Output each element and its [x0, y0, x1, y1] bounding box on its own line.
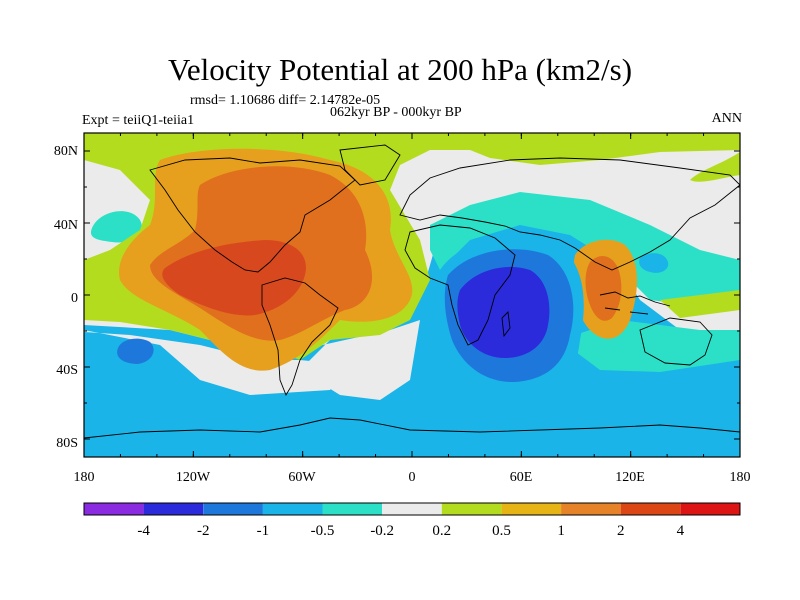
field-white-south — [84, 330, 350, 395]
coast-madagascar — [501, 311, 511, 338]
colorbar-box-5 — [382, 503, 442, 515]
lon-tick-label: 120W — [176, 470, 211, 485]
season-label: ANN — [711, 111, 742, 126]
colorbar-label: -1 — [257, 523, 270, 539]
coast-greenland — [339, 144, 401, 186]
field-red — [162, 240, 306, 316]
colorbar-box-6 — [441, 503, 502, 515]
colorbar-label: -0.2 — [370, 523, 394, 539]
coast-europe-asia — [399, 157, 740, 271]
map-title: Velocity Potential at 200 hPa (km2/s) — [167, 52, 633, 87]
lon-tick-label: 60E — [510, 470, 533, 485]
coast-north-america — [149, 157, 356, 273]
field-blue-pacific2 — [639, 253, 669, 273]
stats-line: rmsd= 1.10686 diff= 2.14782e-05 — [190, 93, 381, 108]
colorbar-label: 2 — [617, 523, 625, 539]
colorbar-box-0 — [84, 503, 144, 515]
colorbar-box-3 — [262, 503, 323, 515]
coast-antarctica — [84, 417, 740, 439]
colorbar-label: -2 — [197, 523, 210, 539]
coast-africa — [404, 224, 516, 346]
coast-maritime — [599, 291, 671, 315]
colorbar-label: -0.5 — [311, 523, 335, 539]
lon-tick-label: 120E — [615, 470, 645, 485]
lat-labels: 80N 40N 0 40S 80S — [54, 144, 78, 451]
lon-tick-label: 0 — [409, 470, 416, 485]
colorbar-frame — [83, 502, 741, 516]
coast-australia — [639, 317, 713, 366]
lon-labels: 180 120W 60W 0 60E 120E 180 — [74, 470, 751, 485]
colorbar — [83, 502, 741, 516]
contour-field — [84, 133, 740, 457]
lon-tick-label: 60W — [288, 470, 316, 485]
colorbar-label: 4 — [677, 523, 685, 539]
field-blue-pacific — [117, 338, 154, 364]
colorbar-box-9 — [620, 503, 681, 515]
field-cyan-west — [90, 211, 142, 243]
lon-tick-label: 180 — [730, 470, 751, 485]
lat-tick-label: 40N — [54, 218, 78, 233]
colorbar-label: 0.5 — [492, 523, 511, 539]
colorbar-label: 1 — [557, 523, 565, 539]
axis-ticks — [83, 133, 741, 457]
lat-tick-label: 80N — [54, 144, 78, 159]
period-label: 062kyr BP - 000kyr BP — [330, 105, 462, 120]
coast-south-america — [261, 277, 339, 397]
colorbar-label: -4 — [137, 523, 150, 539]
field-yellowgreen-pacific — [660, 290, 740, 318]
colorbar-box-7 — [501, 503, 562, 515]
colorbar-box-8 — [561, 503, 621, 515]
colorbar-labels: -4 -2 -1 -0.5 -0.2 0.2 0.5 1 2 4 — [137, 523, 684, 539]
colorbar-box-1 — [143, 503, 204, 515]
colorbar-label: 0.2 — [432, 523, 451, 539]
lat-tick-label: 0 — [71, 291, 78, 306]
colorbar-box-2 — [203, 503, 263, 515]
colorbar-box-10 — [680, 503, 740, 515]
field-cyan-northeast — [430, 192, 740, 305]
field-orange-dark-eastasia — [585, 256, 622, 321]
lat-tick-label: 40S — [56, 363, 78, 378]
experiment-label: Expt = teiiQ1-teiia1 — [82, 113, 195, 128]
lon-tick-label: 180 — [74, 470, 95, 485]
coastlines — [84, 144, 740, 439]
colorbar-box-4 — [322, 503, 383, 515]
lat-tick-label: 80S — [56, 436, 78, 451]
